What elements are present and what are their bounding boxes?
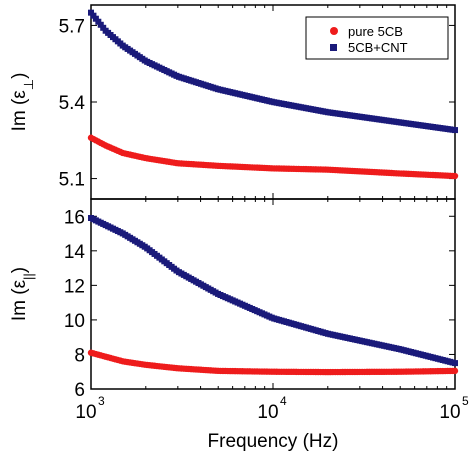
data-point [452,127,458,134]
legend-label-pure-5cb: pure 5CB [348,24,403,39]
x-tick-label: 10 [257,402,278,423]
legend: pure 5CB 5CB+CNT [305,16,449,60]
legend-box [305,16,449,60]
series-pure-5cb [87,134,459,180]
data-point [452,360,458,367]
y-tick-label: 14 [64,242,86,263]
x-tick-label: 10 [75,402,96,423]
series-pure-5cb [87,349,459,376]
bottom-panel: 6 8 10 12 14 16 Im (ε||) [9,198,459,401]
x-tick-exponent: 3 [98,394,105,408]
data-point [92,15,99,22]
legend-label-5cb-cnt: 5CB+CNT [348,40,408,55]
y-tick-label: 6 [74,380,85,401]
data-point [451,367,459,375]
y-tick-label: 5.1 [59,170,85,191]
y-tick-label: 12 [64,276,85,297]
x-tick-exponent: 5 [462,394,469,408]
y-tick-label: 10 [64,311,85,332]
top-panel: 5.1 5.4 5.7 Im (ε⊥) [9,4,459,200]
data-point [95,18,102,25]
y-tick-label: 5.4 [59,93,86,114]
legend-marker-5cb-cnt [330,44,337,51]
y-axis-label: Im (ε||) [9,267,36,321]
data-point [90,12,97,19]
series-5cb-cnt [88,9,458,134]
y-tick-label: 5.7 [59,16,85,37]
x-tick-exponent: 4 [280,394,287,408]
data-point [97,21,104,28]
y-tick-label: 8 [74,345,85,366]
x-tick-label: 10 [439,402,460,423]
y-axis-label: Im (ε⊥) [9,73,36,132]
y-tick-label: 16 [64,207,85,228]
series-5cb-cnt [88,215,458,367]
x-axis-label: Frequency (Hz) [208,431,339,452]
data-point [451,172,459,180]
legend-marker-pure-5cb [330,27,338,35]
data-point [88,9,94,16]
plot-frame [90,198,456,390]
